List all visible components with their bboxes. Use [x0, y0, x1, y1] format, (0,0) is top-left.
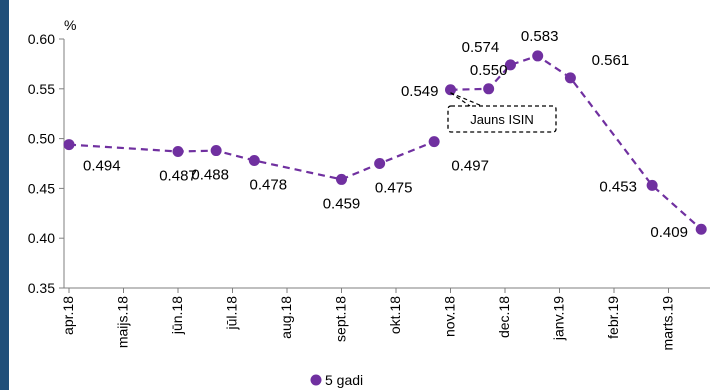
data-label: 0.574 — [462, 39, 500, 56]
data-label: 0.549 — [401, 83, 439, 100]
x-tick-label: marts.19 — [660, 296, 676, 351]
data-label: 0.453 — [599, 178, 637, 195]
left-accent-bar — [0, 0, 9, 390]
data-point — [445, 84, 456, 96]
data-point — [532, 50, 544, 62]
data-point — [210, 145, 222, 157]
data-label: 0.475 — [375, 180, 413, 197]
y-tick-label: 0.55 — [28, 81, 55, 97]
data-point — [564, 72, 576, 84]
data-point — [646, 179, 658, 191]
x-tick-label: febr.19 — [605, 296, 621, 339]
x-tick-label: nov.18 — [442, 296, 458, 337]
y-tick-label: 0.60 — [28, 31, 55, 47]
x-tick-label: apr.18 — [60, 296, 76, 335]
data-point — [504, 59, 516, 71]
y-tick-label: 0.45 — [28, 180, 55, 196]
data-label: 0.409 — [650, 224, 688, 241]
data-point — [248, 155, 260, 167]
x-tick-label: jūl.18 — [224, 296, 240, 331]
data-label: 0.487 — [159, 168, 197, 185]
data-label: 0.478 — [250, 177, 288, 194]
legend-marker — [310, 374, 322, 386]
data-label: 0.561 — [592, 52, 630, 69]
x-tick-label: dec.18 — [496, 296, 512, 338]
data-point — [483, 83, 495, 95]
x-tick-label: maijs.18 — [115, 296, 131, 348]
legend: 5 gadi — [310, 372, 363, 388]
y-axis-unit-label: % — [64, 17, 76, 33]
data-point — [428, 136, 440, 148]
data-label: 0.550 — [470, 62, 508, 79]
legend-label: 5 gadi — [325, 372, 363, 388]
y-tick-label: 0.50 — [28, 131, 55, 147]
x-tick-label: okt.18 — [387, 296, 403, 334]
data-label: 0.497 — [451, 158, 489, 175]
x-tick-label: jūn.18 — [169, 296, 185, 335]
data-point — [695, 223, 707, 235]
data-label: 0.583 — [521, 28, 559, 45]
data-point — [336, 173, 347, 185]
data-label: 0.494 — [83, 158, 121, 175]
data-label: 0.459 — [323, 195, 361, 212]
data-label: 0.488 — [191, 167, 229, 184]
data-point — [63, 139, 75, 151]
annotation-text: Jauns ISIN — [470, 112, 534, 127]
new-isin-annotation: Jauns ISIN — [447, 92, 557, 133]
x-tick-label: aug.18 — [278, 296, 294, 339]
y-tick-label: 0.35 — [28, 280, 55, 296]
series-line-segment — [450, 54, 702, 231]
y-tick-label: 0.40 — [28, 230, 55, 246]
data-point — [374, 158, 386, 169]
x-tick-label: sept.18 — [333, 296, 349, 342]
x-tick-label: janv.19 — [551, 296, 567, 341]
data-point — [172, 146, 184, 158]
